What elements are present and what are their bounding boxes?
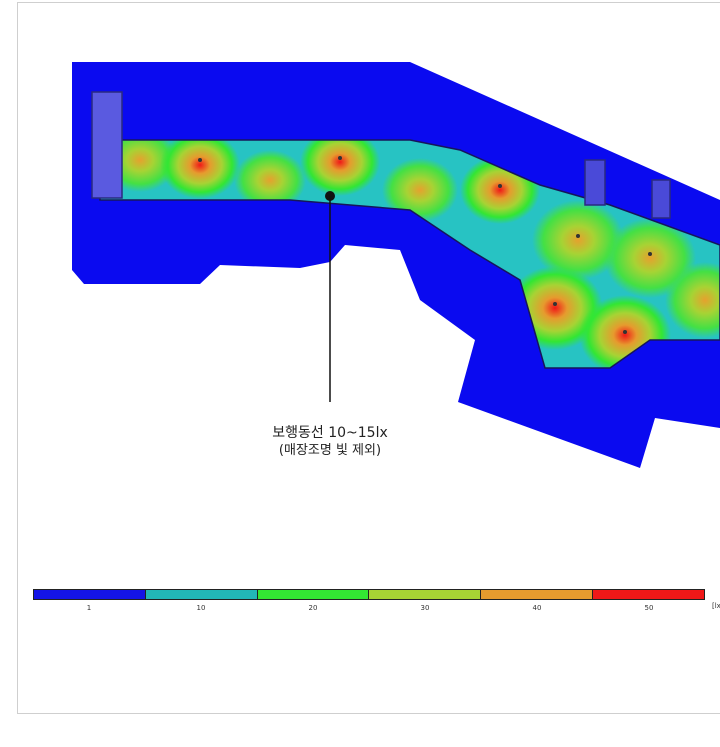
scale-segment-1	[34, 590, 146, 599]
wall-outlines	[91, 91, 720, 369]
scale-segment-10	[145, 590, 258, 599]
scale-unit: [lx]	[712, 602, 720, 610]
scale-segment-40	[481, 590, 594, 599]
scale-segment-30	[369, 590, 482, 599]
callout-pointer	[325, 191, 335, 402]
scale-tick-label: 40	[532, 604, 542, 612]
scale-segment-20	[257, 590, 370, 599]
scale-ticks: 1 10 20 30 40 50 [lx]	[33, 600, 720, 616]
scale-tick-label: 10	[196, 604, 206, 612]
scale-tick-label: 20	[308, 604, 318, 612]
scale-tick-label: 30	[420, 604, 430, 612]
scale-tick-label: 1	[86, 604, 92, 612]
light-fixtures	[198, 156, 652, 334]
callout-line-1: 보행동선 10~15lx	[272, 425, 388, 441]
walkway-callout: 보행동선 10~15lx (매장조명 빛 제외)	[230, 424, 430, 460]
scale-segment-50	[593, 590, 704, 599]
color-scale-legend: 1 10 20 30 40 50 [lx]	[33, 589, 720, 616]
scale-tick-label: 50	[644, 604, 654, 612]
callout-line-2: (매장조명 빛 제외)	[278, 443, 382, 458]
color-scale-bar	[33, 589, 705, 600]
